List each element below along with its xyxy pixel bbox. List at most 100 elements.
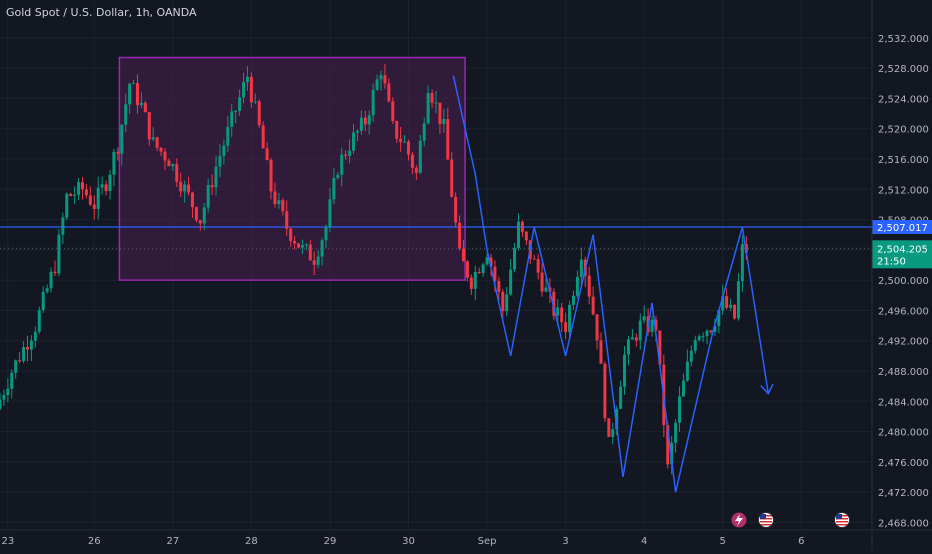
candle-body bbox=[132, 83, 135, 84]
horizontal-line-price-label: 2,507.017 bbox=[877, 223, 928, 234]
candle-body bbox=[226, 127, 229, 146]
candle-body bbox=[486, 257, 489, 264]
candle-body bbox=[69, 194, 72, 196]
candle-body bbox=[513, 248, 516, 270]
candle-body bbox=[482, 264, 485, 273]
candle-body bbox=[725, 296, 728, 308]
candle-body bbox=[6, 389, 9, 395]
candle-body bbox=[442, 119, 445, 124]
x-tick-label: 4 bbox=[641, 536, 647, 547]
candle-body bbox=[65, 194, 68, 218]
flag-stripe bbox=[836, 524, 848, 526]
candle-body bbox=[623, 355, 626, 387]
candle-body bbox=[230, 111, 233, 126]
candle-body bbox=[564, 322, 567, 332]
candle-body bbox=[215, 167, 218, 188]
candle-body bbox=[501, 292, 504, 311]
candle-body bbox=[470, 278, 473, 289]
zigzag-pattern-line[interactable] bbox=[453, 76, 768, 492]
event-icons bbox=[732, 513, 850, 528]
candle-body bbox=[108, 175, 111, 191]
candle-body bbox=[332, 178, 335, 199]
x-tick-label: 3 bbox=[562, 536, 568, 547]
candle-body bbox=[26, 347, 29, 349]
candle-body bbox=[148, 112, 151, 139]
candle-body bbox=[10, 373, 13, 389]
candle-body bbox=[403, 142, 406, 143]
x-tick-label: 28 bbox=[245, 536, 258, 547]
candle-body bbox=[14, 360, 17, 372]
candle-body bbox=[380, 75, 383, 79]
candle-body bbox=[537, 259, 540, 273]
candle-body bbox=[706, 331, 709, 336]
candle-body bbox=[651, 320, 654, 332]
candle-body bbox=[478, 272, 481, 273]
candle-body bbox=[97, 188, 100, 209]
candle-body bbox=[85, 189, 88, 195]
candle-body bbox=[438, 103, 441, 124]
candle-body bbox=[411, 155, 414, 168]
y-tick-label: 2,520.000 bbox=[878, 125, 929, 136]
candle-body bbox=[42, 292, 45, 310]
candle-body bbox=[191, 193, 194, 208]
candle-body bbox=[128, 84, 131, 104]
candle-body bbox=[694, 340, 697, 351]
candle-body bbox=[391, 101, 394, 121]
candle-body bbox=[340, 155, 343, 175]
candle-body bbox=[156, 137, 159, 147]
range-rectangle[interactable] bbox=[119, 58, 465, 281]
candle-body bbox=[474, 272, 477, 289]
lightning-event-icon[interactable] bbox=[732, 513, 747, 528]
candle-body bbox=[277, 200, 280, 204]
candle-body bbox=[297, 243, 300, 247]
us-flag-event-icon-2[interactable] bbox=[835, 513, 850, 528]
candle-body bbox=[112, 152, 115, 175]
candle-body bbox=[152, 137, 155, 139]
candle-body bbox=[46, 288, 49, 291]
y-tick-label: 2,472.000 bbox=[878, 488, 929, 499]
y-tick-label: 2,500.000 bbox=[878, 276, 929, 287]
candle-body bbox=[61, 218, 64, 235]
time-axis-background bbox=[0, 530, 932, 550]
candle-body bbox=[431, 93, 434, 103]
candle-body bbox=[18, 360, 21, 361]
candle-body bbox=[22, 347, 25, 361]
candle-body bbox=[2, 395, 5, 400]
candle-body bbox=[242, 82, 245, 97]
candle-body bbox=[89, 195, 92, 204]
candle-body bbox=[50, 272, 53, 289]
chart-title: Gold Spot / U.S. Dollar, 1h, OANDA bbox=[6, 6, 197, 19]
current-price-label: 2,504.205 bbox=[877, 244, 928, 255]
candle-body bbox=[702, 336, 705, 337]
x-tick-label: 26 bbox=[88, 536, 101, 547]
candle-body bbox=[81, 182, 84, 189]
candle-body bbox=[698, 336, 701, 340]
price-axis[interactable]: 2,532.0002,528.0002,524.0002,520.0002,51… bbox=[872, 0, 932, 530]
x-tick-label: Sep bbox=[478, 536, 497, 547]
candle-body bbox=[588, 276, 591, 297]
candle-body bbox=[175, 164, 178, 182]
x-tick-label: 29 bbox=[324, 536, 337, 547]
candle-body bbox=[395, 121, 398, 139]
x-tick-label: 6 bbox=[798, 536, 804, 547]
candle-body bbox=[313, 260, 316, 264]
candle-body bbox=[383, 75, 386, 83]
y-tick-label: 2,476.000 bbox=[878, 458, 929, 469]
x-tick-label: 23 bbox=[1, 536, 14, 547]
y-tick-label: 2,528.000 bbox=[878, 64, 929, 75]
us-flag-event-icon[interactable] bbox=[759, 513, 774, 528]
candle-body bbox=[544, 288, 547, 292]
candle-body bbox=[450, 160, 453, 197]
candle-body bbox=[183, 185, 186, 192]
candle-body bbox=[352, 132, 355, 150]
candle-body bbox=[171, 164, 174, 166]
candle-body bbox=[407, 142, 410, 155]
y-tick-label: 2,524.000 bbox=[878, 94, 929, 105]
candle-body bbox=[521, 222, 524, 232]
candle-body bbox=[372, 90, 375, 115]
candle-body bbox=[105, 184, 108, 191]
candle-body bbox=[179, 182, 182, 192]
candle-body bbox=[116, 152, 119, 154]
